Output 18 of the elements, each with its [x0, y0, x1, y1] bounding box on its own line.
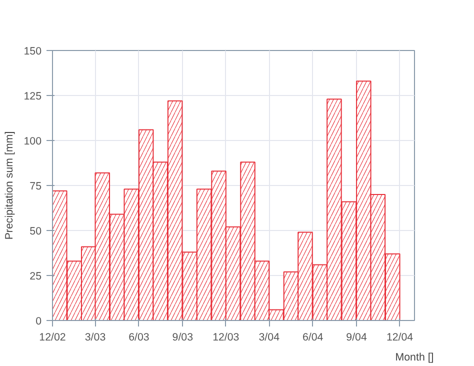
y-axis-title: Precipitation sum [mm]: [4, 131, 16, 240]
x-tick-label: 6/04: [302, 332, 324, 344]
x-tick-label: 12/04: [386, 332, 414, 344]
y-tick-label: 0: [36, 316, 42, 328]
y-tick-label: 50: [30, 226, 42, 238]
x-tick-label: 9/03: [172, 332, 194, 344]
x-axis-title: Month []: [395, 352, 434, 364]
x-tick-label: 3/04: [258, 332, 280, 344]
y-tick-label: 25: [30, 270, 42, 282]
x-tick-label: 6/03: [128, 332, 150, 344]
x-tick-label: 12/02: [39, 332, 66, 344]
y-tick-label: 125: [24, 90, 42, 102]
x-tick-label: 3/03: [84, 332, 106, 344]
y-tick-label: 75: [30, 180, 42, 192]
x-tick-label: 9/04: [346, 332, 367, 344]
y-tick-label: 150: [24, 46, 42, 58]
y-tick-label: 100: [24, 136, 42, 148]
x-tick-label: 12/03: [212, 332, 240, 344]
